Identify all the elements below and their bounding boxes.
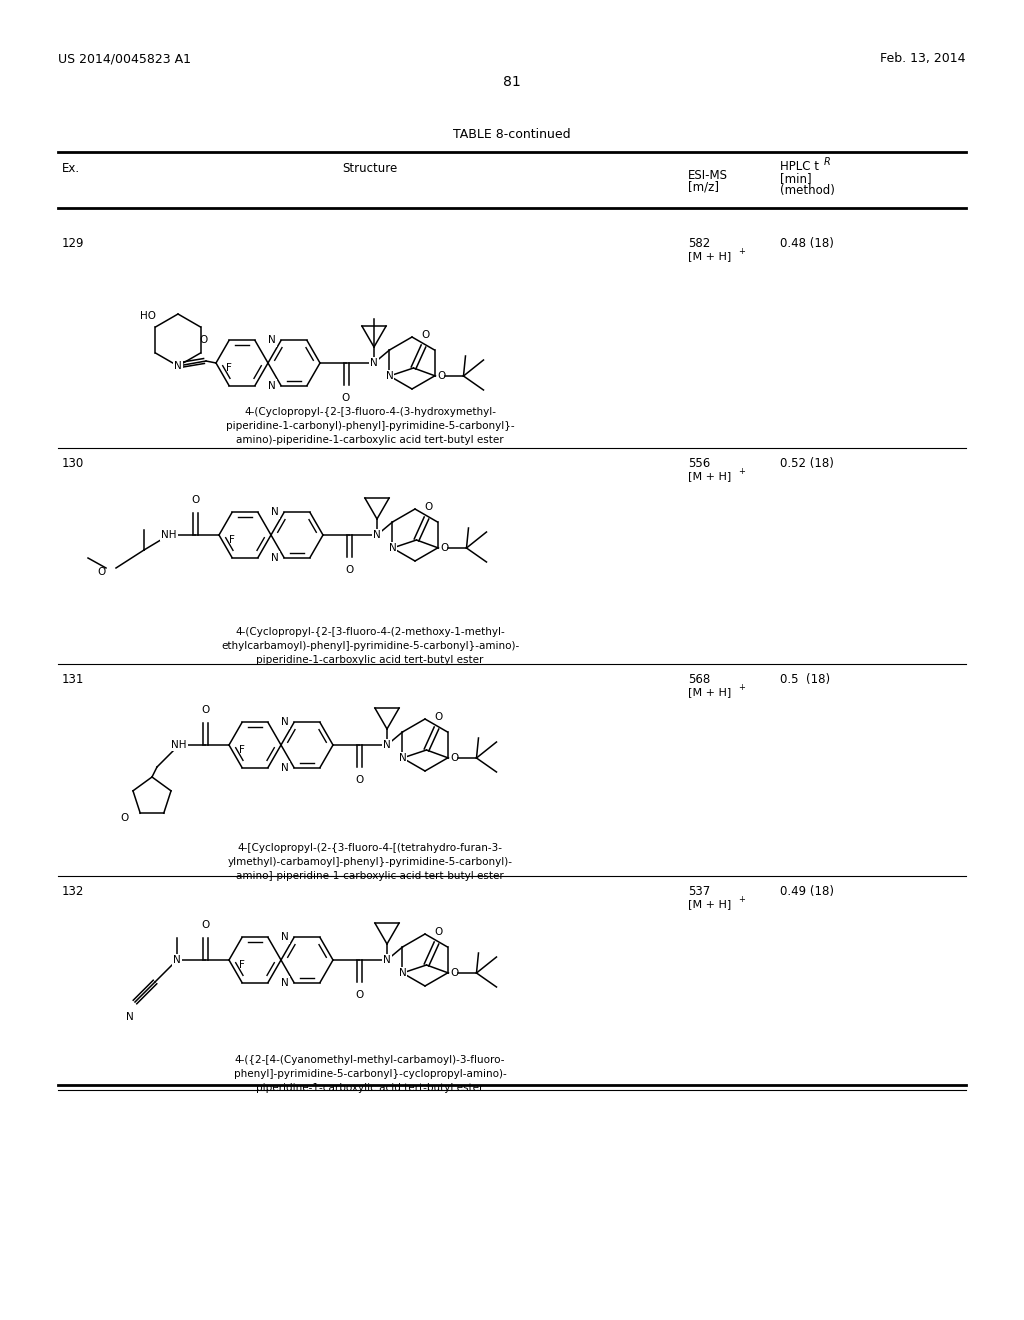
- Text: N: N: [271, 553, 279, 562]
- Text: 132: 132: [62, 884, 84, 898]
- Text: N: N: [370, 358, 378, 368]
- Text: 4-(Cyclopropyl-{2-[3-fluoro-4-(3-hydroxymethyl-: 4-(Cyclopropyl-{2-[3-fluoro-4-(3-hydroxy…: [244, 407, 496, 417]
- Text: O: O: [440, 543, 449, 553]
- Text: 0.48 (18): 0.48 (18): [780, 238, 834, 249]
- Text: O: O: [355, 990, 364, 1001]
- Text: US 2014/0045823 A1: US 2014/0045823 A1: [58, 51, 191, 65]
- Text: O: O: [190, 495, 199, 506]
- Text: O: O: [434, 711, 442, 722]
- Text: O: O: [451, 752, 459, 763]
- Text: 0.49 (18): 0.49 (18): [780, 884, 834, 898]
- Text: 130: 130: [62, 457, 84, 470]
- Text: O: O: [355, 775, 364, 785]
- Text: 129: 129: [62, 238, 85, 249]
- Text: [M + H]: [M + H]: [688, 471, 731, 480]
- Text: 537: 537: [688, 884, 711, 898]
- Text: N: N: [386, 371, 393, 381]
- Text: N: N: [268, 380, 276, 391]
- Text: F: F: [229, 535, 234, 545]
- Text: N: N: [174, 360, 182, 371]
- Text: F: F: [239, 960, 245, 969]
- Text: O: O: [97, 568, 106, 577]
- Text: N: N: [268, 335, 276, 346]
- Text: O: O: [437, 371, 445, 381]
- Text: Ex.: Ex.: [62, 162, 80, 176]
- Text: piperidine-1-carboxylic acid tert-butyl ester: piperidine-1-carboxylic acid tert-butyl …: [256, 1082, 483, 1093]
- Text: 4-({2-[4-(Cyanomethyl-methyl-carbamoyl)-3-fluoro-: 4-({2-[4-(Cyanomethyl-methyl-carbamoyl)-…: [234, 1055, 505, 1065]
- Text: N: N: [282, 978, 289, 987]
- Text: NH: NH: [161, 531, 177, 540]
- Text: O: O: [434, 927, 442, 937]
- Text: N: N: [398, 752, 407, 763]
- Text: 556: 556: [688, 457, 711, 470]
- Text: O: O: [120, 813, 128, 824]
- Text: [M + H]: [M + H]: [688, 899, 731, 909]
- Text: piperidine-1-carboxylic acid tert-butyl ester: piperidine-1-carboxylic acid tert-butyl …: [256, 655, 483, 665]
- Text: +: +: [738, 247, 744, 256]
- Text: F: F: [226, 363, 232, 372]
- Text: O: O: [421, 330, 430, 341]
- Text: [m/z]: [m/z]: [688, 181, 719, 194]
- Text: O: O: [451, 968, 459, 978]
- Text: R: R: [824, 157, 830, 168]
- Text: 582: 582: [688, 238, 711, 249]
- Text: N: N: [126, 1012, 134, 1022]
- Text: [M + H]: [M + H]: [688, 686, 731, 697]
- Text: F: F: [239, 744, 245, 755]
- Text: ESI-MS: ESI-MS: [688, 169, 728, 182]
- Text: [M + H]: [M + H]: [688, 251, 731, 261]
- Text: phenyl]-pyrimidine-5-carbonyl}-cyclopropyl-amino)-: phenyl]-pyrimidine-5-carbonyl}-cycloprop…: [233, 1069, 507, 1078]
- Text: [min]: [min]: [780, 172, 812, 185]
- Text: N: N: [373, 531, 381, 540]
- Text: ethylcarbamoyl)-phenyl]-pyrimidine-5-carbonyl}-amino)-: ethylcarbamoyl)-phenyl]-pyrimidine-5-car…: [221, 642, 519, 651]
- Text: +: +: [738, 682, 744, 692]
- Text: TABLE 8-continued: TABLE 8-continued: [454, 128, 570, 141]
- Text: +: +: [738, 467, 744, 477]
- Text: ylmethyl)-carbamoyl]-phenyl}-pyrimidine-5-carbonyl)-: ylmethyl)-carbamoyl]-phenyl}-pyrimidine-…: [227, 857, 512, 867]
- Text: N: N: [282, 718, 289, 727]
- Text: N: N: [282, 932, 289, 942]
- Text: O: O: [200, 335, 208, 345]
- Text: Structure: Structure: [342, 162, 397, 176]
- Text: N: N: [398, 968, 407, 978]
- Text: N: N: [173, 954, 181, 965]
- Text: O: O: [424, 502, 432, 512]
- Text: N: N: [383, 741, 391, 750]
- Text: (method): (method): [780, 183, 835, 197]
- Text: amino]-piperidine-1-carboxylic acid tert-butyl ester: amino]-piperidine-1-carboxylic acid tert…: [237, 871, 504, 880]
- Text: 0.52 (18): 0.52 (18): [780, 457, 834, 470]
- Text: 0.5  (18): 0.5 (18): [780, 673, 830, 686]
- Text: piperidine-1-carbonyl)-phenyl]-pyrimidine-5-carbonyl}-: piperidine-1-carbonyl)-phenyl]-pyrimidin…: [225, 421, 514, 432]
- Text: O: O: [345, 565, 353, 576]
- Text: NH: NH: [171, 741, 186, 750]
- Text: 4-(Cyclopropyl-{2-[3-fluoro-4-(2-methoxy-1-methyl-: 4-(Cyclopropyl-{2-[3-fluoro-4-(2-methoxy…: [236, 627, 505, 638]
- Text: 131: 131: [62, 673, 84, 686]
- Text: HO: HO: [140, 312, 156, 321]
- Text: amino)-piperidine-1-carboxylic acid tert-butyl ester: amino)-piperidine-1-carboxylic acid tert…: [237, 436, 504, 445]
- Text: 4-[Cyclopropyl-(2-{3-fluoro-4-[(tetrahydro-furan-3-: 4-[Cyclopropyl-(2-{3-fluoro-4-[(tetrahyd…: [238, 843, 503, 853]
- Text: N: N: [389, 543, 396, 553]
- Text: 81: 81: [503, 75, 521, 88]
- Text: N: N: [282, 763, 289, 772]
- Text: HPLC t: HPLC t: [780, 160, 819, 173]
- Text: N: N: [383, 954, 391, 965]
- Text: O: O: [342, 393, 350, 403]
- Text: +: +: [738, 895, 744, 904]
- Text: Feb. 13, 2014: Feb. 13, 2014: [881, 51, 966, 65]
- Text: O: O: [201, 920, 209, 931]
- Text: 568: 568: [688, 673, 711, 686]
- Text: N: N: [271, 507, 279, 517]
- Text: O: O: [201, 705, 209, 715]
